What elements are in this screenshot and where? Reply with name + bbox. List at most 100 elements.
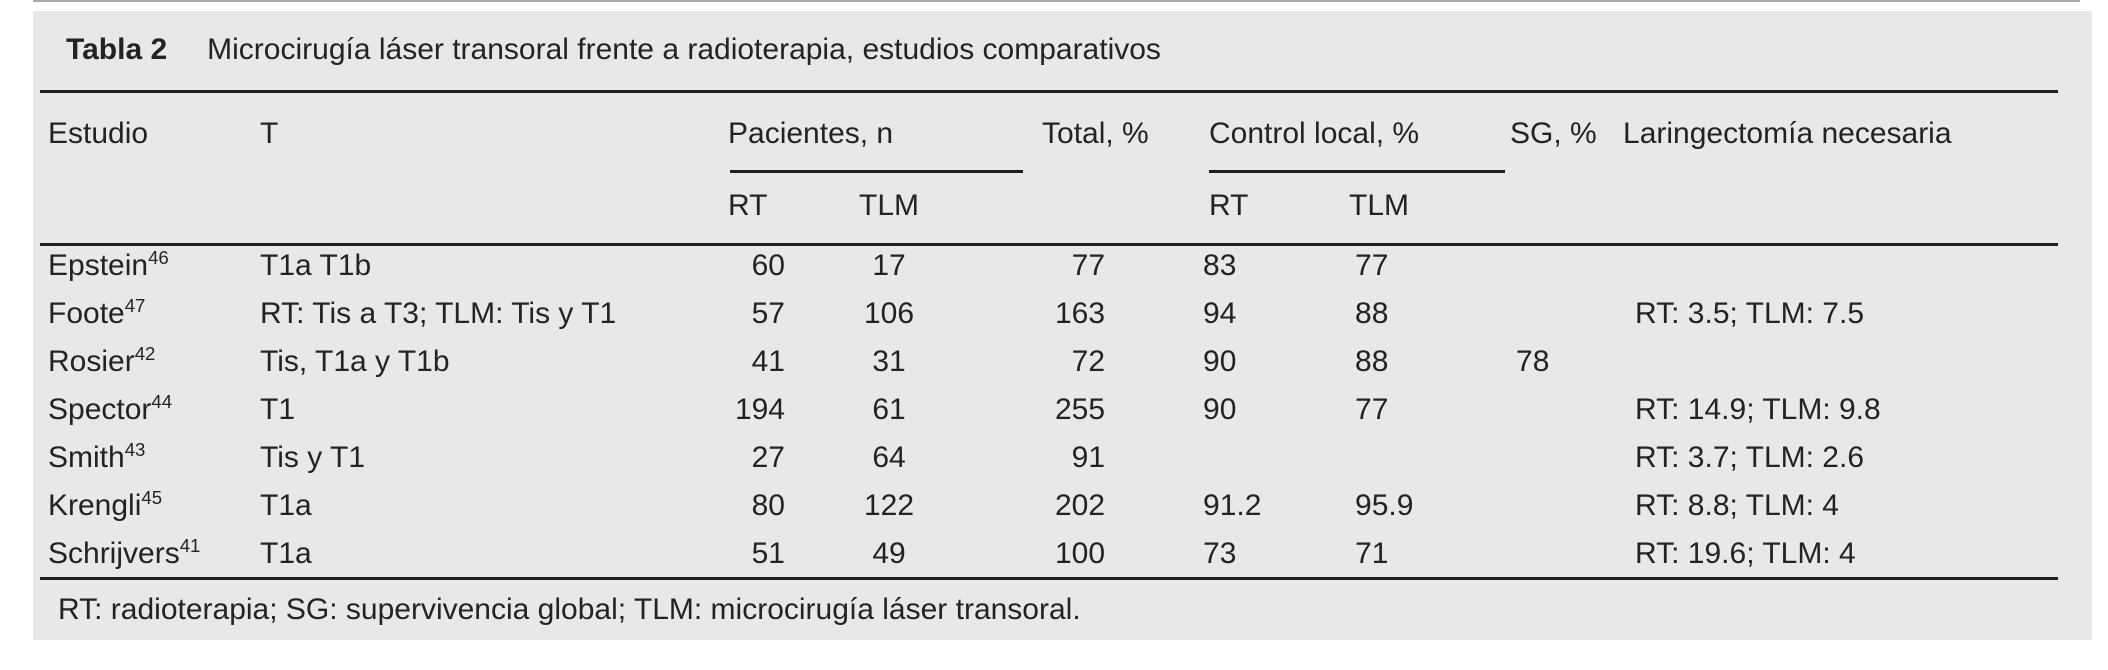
pacientes-spanner-rule (730, 170, 1023, 173)
table-footnote: RT: radioterapia; SG: supervivencia glob… (58, 593, 1081, 626)
cell-control-tlm: 77 (1355, 249, 1389, 282)
cell-pacientes-tlm: 17 (872, 249, 906, 282)
col-header-laringectomia: Laringectomía necesaria (1623, 117, 1952, 150)
cell-study: Schrijvers41 (48, 535, 201, 570)
cell-pacientes-rt: 80 (751, 489, 785, 522)
cell-laringectomia (1623, 338, 2058, 386)
cell-pacientes-rt: 41 (751, 345, 785, 378)
col-header-estudio: Estudio (48, 117, 149, 150)
table-caption: Tabla 2 Microcirugía láser transoral fre… (66, 33, 1161, 67)
cell-pacientes-tlm: 106 (863, 297, 915, 330)
cell-sg (1510, 290, 1623, 338)
rule-header-bottom (40, 243, 2058, 246)
reference-superscript: 42 (134, 343, 156, 364)
table-caption-text: Microcirugía láser transoral frente a ra… (207, 33, 1161, 66)
cell-study: Smith43 (48, 439, 146, 474)
cell-pacientes-tlm: 122 (863, 489, 915, 522)
reference-superscript: 45 (141, 487, 163, 508)
table-caption-label: Tabla 2 (66, 33, 168, 66)
cell-control-tlm (1349, 434, 1510, 482)
cell-control-tlm: 95.9 (1355, 489, 1414, 522)
subheader-control-tlm: TLM (1349, 189, 1410, 222)
cell-laringectomia: RT: 19.6; TLM: 4 (1635, 537, 1856, 570)
col-header-t: T (260, 117, 279, 150)
cell-control-rt: 83 (1203, 249, 1237, 282)
cell-t: Tis, T1a y T1b (260, 345, 450, 378)
table-row: Rosier42 Tis, T1a y T1b 41 31 72 90 88 78 (48, 338, 2058, 386)
cell-pacientes-rt: 194 (734, 393, 785, 426)
cell-control-tlm: 88 (1355, 297, 1389, 330)
reference-superscript: 44 (151, 391, 173, 412)
rule-body-bottom (40, 577, 2058, 580)
table-row: Schrijvers41 T1a 51 49 100 73 71 RT: 19.6; TLM:… (48, 530, 2058, 578)
cell-control-tlm: 71 (1355, 537, 1389, 570)
cell-t: Tis y T1 (260, 441, 366, 474)
header-row-main: Estudio T Pacientes, n Total, % Control … (48, 111, 2058, 175)
table-card: Tabla 2 Microcirugía láser transoral fre… (33, 11, 2092, 640)
cell-total: 163 (1054, 297, 1106, 330)
col-header-sg: SG, % (1510, 117, 1597, 150)
table-row: Epstein46 T1a T1b 60 17 77 83 77 (48, 242, 2058, 290)
col-header-pacientes: Pacientes, n (728, 117, 894, 150)
cell-sg (1510, 530, 1623, 578)
cell-t: T1 (260, 393, 296, 426)
cell-total: 77 (1071, 249, 1106, 282)
col-header-total: Total, % (1042, 117, 1149, 150)
subheader-control-rt: RT (1209, 189, 1249, 222)
subheader-pacientes-rt: RT (728, 189, 768, 222)
cell-control-rt: 73 (1203, 537, 1237, 570)
cell-laringectomia: RT: 8.8; TLM: 4 (1635, 489, 1839, 522)
cell-total: 91 (1071, 441, 1106, 474)
cell-total: 72 (1071, 345, 1106, 378)
header-row-sub: RT TLM RT TLM (48, 175, 2058, 242)
cell-t: T1a T1b (260, 249, 372, 282)
subheader-pacientes-tlm: TLM (859, 189, 919, 222)
col-header-control-local: Control local, % (1209, 117, 1420, 150)
cell-control-rt (1160, 434, 1349, 482)
reference-superscript: 46 (148, 247, 169, 268)
table-row: Krengli45 T1a 80 122 202 91.2 95.9 RT: 8.8; TLM… (48, 482, 2058, 530)
reference-superscript: 47 (124, 295, 146, 316)
cell-pacientes-rt: 27 (751, 441, 785, 474)
cell-total: 255 (1054, 393, 1106, 426)
cell-pacientes-tlm: 49 (872, 537, 906, 570)
cell-laringectomia: RT: 14.9; TLM: 9.8 (1635, 393, 1881, 426)
cell-t: T1a (260, 537, 312, 570)
table-row: Smith43 Tis y T1 27 64 91 RT: 3.7; TLM: 2.6 (48, 434, 2058, 482)
comparison-table: Estudio T Pacientes, n Total, % Control … (48, 111, 2058, 578)
cell-sg (1510, 434, 1623, 482)
cell-study: Foote47 (48, 295, 146, 330)
table-body: Epstein46 T1a T1b 60 17 77 83 77 Foote47 RT: Tis… (48, 242, 2058, 578)
cell-total: 202 (1054, 489, 1106, 522)
cell-pacientes-tlm: 61 (872, 393, 906, 426)
cell-laringectomia: RT: 3.7; TLM: 2.6 (1635, 441, 1865, 474)
cell-control-rt: 94 (1203, 297, 1237, 330)
cell-study: Spector44 (48, 391, 173, 426)
reference-superscript: 41 (179, 535, 201, 556)
cell-pacientes-rt: 60 (751, 249, 785, 282)
cell-t: RT: Tis a T3; TLM: Tis y T1 (260, 297, 617, 330)
cell-laringectomia: RT: 3.5; TLM: 7.5 (1635, 297, 1865, 330)
cell-control-rt: 90 (1203, 345, 1237, 378)
cell-control-rt: 90 (1203, 393, 1237, 426)
cell-t: T1a (260, 489, 312, 522)
table-row: Foote47 RT: Tis a T3; TLM: Tis y T1 57 106 1… (48, 290, 2058, 338)
cell-sg (1510, 482, 1623, 530)
cell-sg (1510, 386, 1623, 434)
cell-pacientes-rt: 51 (751, 537, 785, 570)
page-crop-rule (33, 0, 2080, 2)
cell-study: Epstein46 (48, 247, 169, 282)
reference-superscript: 43 (124, 439, 146, 460)
cell-control-tlm: 88 (1355, 345, 1389, 378)
control-local-spanner-rule (1209, 170, 1505, 173)
cell-total: 100 (1054, 537, 1106, 570)
cell-sg (1510, 242, 1623, 290)
table-row: Spector44 T1 194 61 255 90 77 RT: 14.9; TLM: 9.… (48, 386, 2058, 434)
cell-control-rt: 91.2 (1203, 489, 1262, 522)
cell-study: Krengli45 (48, 487, 163, 522)
cell-control-tlm: 77 (1355, 393, 1389, 426)
table-head: Estudio T Pacientes, n Total, % Control … (48, 111, 2058, 242)
rule-top (40, 90, 2058, 93)
cell-pacientes-tlm: 31 (872, 345, 906, 378)
